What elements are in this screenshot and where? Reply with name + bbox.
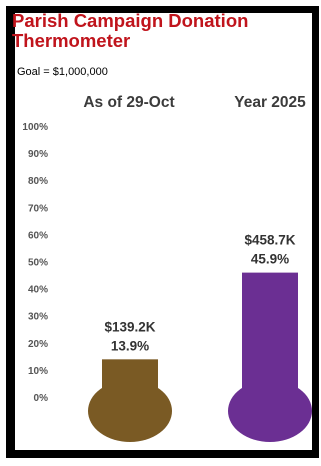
chart-title: Parish Campaign Donation Thermometer: [12, 11, 312, 51]
goal-label: Goal = $1,000,000: [17, 66, 108, 78]
bar: [242, 272, 298, 405]
y-tick-label: 30%: [28, 312, 48, 323]
chart-title-line-2: Thermometer: [12, 30, 131, 51]
data-label-amount: $139.2K: [104, 319, 155, 334]
y-tick-label: 100%: [22, 122, 48, 133]
y-tick-label: 60%: [28, 230, 48, 241]
y-tick-label: 80%: [28, 176, 48, 187]
y-tick-label: 90%: [28, 149, 48, 160]
y-tick-label: 20%: [28, 339, 48, 350]
data-label-amount: $458.7K: [244, 233, 295, 248]
y-tick-label: 70%: [28, 203, 48, 214]
column-header-as-of-29-oct: As of 29-Oct: [83, 94, 175, 111]
y-tick-label: 10%: [28, 366, 48, 377]
chart-frame: [6, 6, 319, 458]
y-tick-label: 50%: [28, 258, 48, 269]
column-header-year-2025: Year 2025: [234, 94, 306, 111]
y-tick-label: 0%: [34, 393, 49, 404]
bar: [102, 359, 158, 405]
y-tick-label: 40%: [28, 285, 48, 296]
chart-title-line-1: Parish Campaign Donation: [12, 10, 249, 31]
data-label-percent: 45.9%: [251, 252, 289, 267]
data-label-percent: 13.9%: [111, 338, 149, 353]
